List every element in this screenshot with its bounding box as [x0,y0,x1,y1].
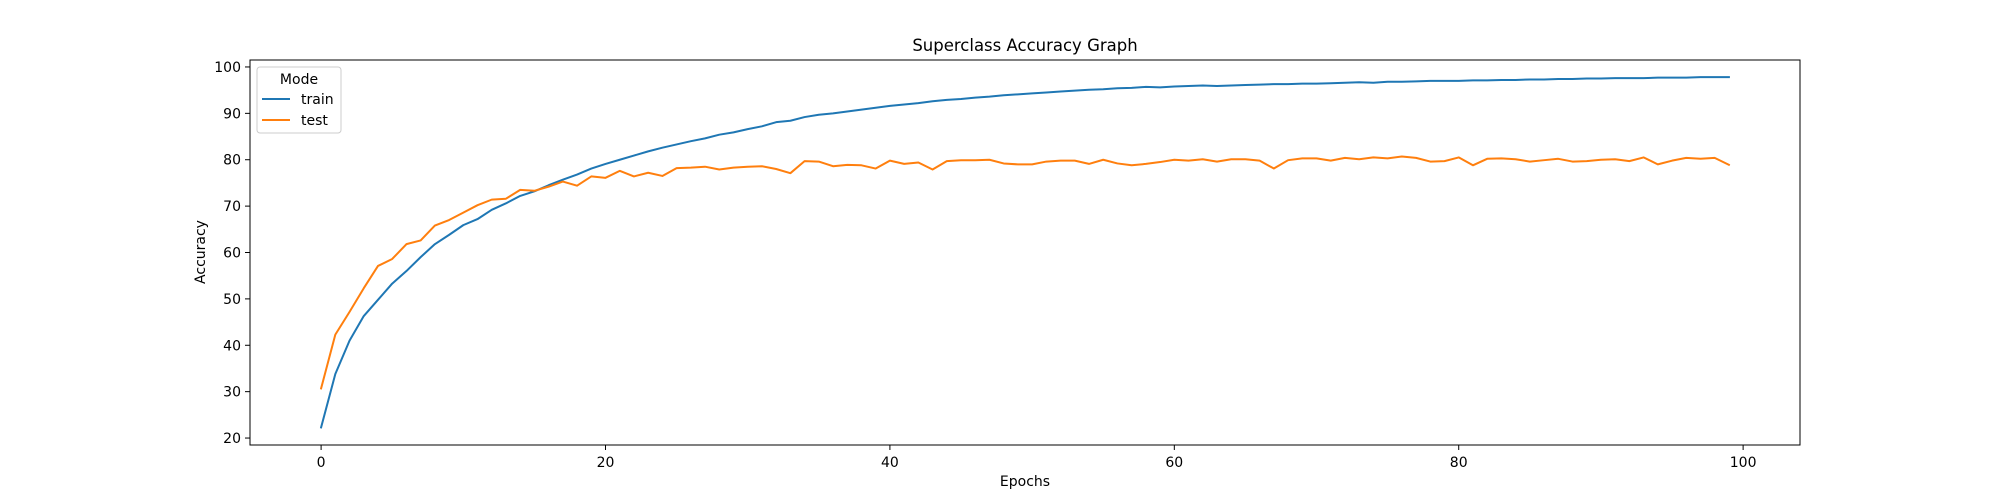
y-tick-label: 100 [214,60,241,76]
series-line-train [319,76,1730,429]
y-tick-label: 90 [223,106,241,122]
legend-label-test: test [301,113,328,129]
x-tick-label: 100 [1730,455,1757,471]
legend: Mode train test [256,66,342,134]
y-tick-label: 40 [223,338,241,354]
legend-label-train: train [301,92,334,108]
y-tick-label: 60 [223,246,241,262]
y-axis-label: Accuracy [193,220,209,284]
y-tick-label: 50 [223,292,241,308]
y-tick-label: 70 [223,199,241,215]
legend-box [256,66,342,134]
legend-title: Mode [280,72,318,88]
plot-area: 0 20 40 60 80 100 20 30 40 50 60 70 80 90 100 [214,59,1801,471]
series-line-test [319,155,1731,390]
x-tick-label: 60 [1165,455,1183,471]
chart-title: Superclass Accuracy Graph [912,36,1137,55]
x-tick-label: 20 [597,455,615,471]
y-tick-label: 30 [223,385,241,401]
y-tick-label: 80 [223,153,241,169]
y-tick-label: 20 [223,431,241,447]
x-tick-label: 80 [1450,455,1468,471]
x-tick-label: 0 [317,455,326,471]
x-tick-label: 40 [881,455,899,471]
x-axis-label: Epochs [1000,474,1050,490]
